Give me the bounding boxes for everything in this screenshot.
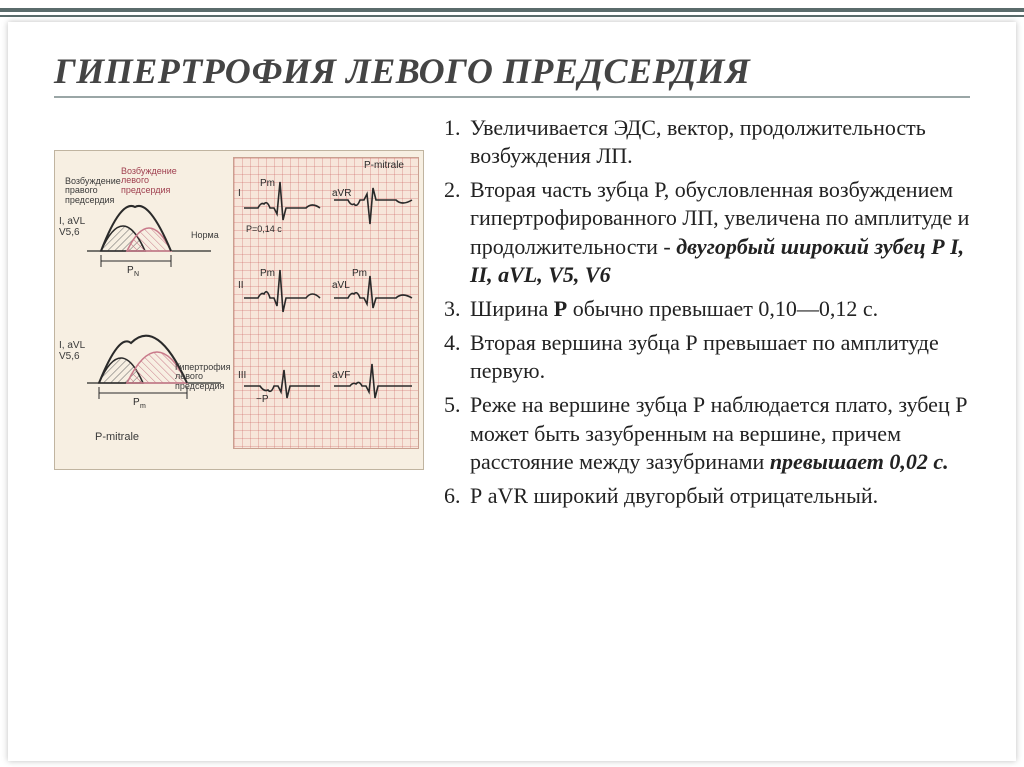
trace-avf xyxy=(334,356,416,416)
ecg-grid: P-mitrale I Pm P=0,14 c II Pm xyxy=(233,157,419,449)
trace-iii xyxy=(244,356,324,416)
list-item: 6. Р aVR широкий двугорбый отрицательный… xyxy=(444,482,970,510)
svg-text:P: P xyxy=(133,397,140,408)
criteria-list: 1. Увеличивается ЭДС, вектор, продолжите… xyxy=(434,114,970,516)
lead-label-ii: II xyxy=(238,280,244,291)
item-number: 4. xyxy=(444,329,470,385)
p-wave-figure: Возбуждение правого предсердия Возбужден… xyxy=(54,150,424,470)
item-number: 6. xyxy=(444,482,470,510)
list-item: 2. Вторая часть зубца Р, обусловленная в… xyxy=(444,176,970,289)
slide-body: ГИПЕРТРОФИЯ ЛЕВОГО ПРЕДСЕРДИЯ Возбуждени… xyxy=(8,22,1016,761)
normal-p-curve: P N xyxy=(87,165,223,285)
item-text: Р aVR широкий двугорбый отрицательный. xyxy=(470,482,970,510)
content-row: Возбуждение правого предсердия Возбужден… xyxy=(54,114,970,516)
item-text: Реже на вершине зубца Р наблюдается плат… xyxy=(470,391,970,475)
list-item: 3. Ширина Р обычно превышает 0,10—0,12 с… xyxy=(444,295,970,323)
hypertrophy-p-curve: P m xyxy=(87,293,237,423)
list-item: 5. Реже на вершине зубца Р наблюдается п… xyxy=(444,391,970,475)
trace-avl xyxy=(334,266,416,326)
item-number: 5. xyxy=(444,391,470,475)
item-text: Вторая вершина зубца Р превышает по ампл… xyxy=(470,329,970,385)
item-text: Увеличивается ЭДС, вектор, продолжительн… xyxy=(470,114,970,170)
lead-label-i: I xyxy=(238,188,241,199)
item-text: Вторая часть зубца Р, обусловленная возб… xyxy=(470,176,970,289)
label-norma: Норма xyxy=(191,231,219,240)
slide-top-border xyxy=(0,0,1024,22)
title-underline xyxy=(54,96,970,98)
item-number: 2. xyxy=(444,176,470,289)
axis-label-top: I, aVL V5,6 xyxy=(59,217,85,238)
item-number: 1. xyxy=(444,114,470,170)
pn-label: P xyxy=(127,265,134,276)
ecg-caption: P-mitrale xyxy=(364,160,404,171)
item-number: 3. xyxy=(444,295,470,323)
trace-ii xyxy=(244,266,324,326)
list-item: 4. Вторая вершина зубца Р превышает по а… xyxy=(444,329,970,385)
label-hypertrophy: Гипертрофия левого предсердия xyxy=(175,363,231,391)
pm-mark-2: Pm xyxy=(260,268,275,279)
item-text: Ширина Р обычно превышает 0,10—0,12 с. xyxy=(470,295,970,323)
slide-title: ГИПЕРТРОФИЯ ЛЕВОГО ПРЕДСЕРДИЯ xyxy=(54,50,970,92)
pm-mark-1: Pm xyxy=(260,178,275,189)
trace-avr xyxy=(334,176,416,236)
p-mitrale-caption: P-mitrale xyxy=(95,431,139,443)
svg-text:m: m xyxy=(140,403,146,410)
list-item: 1. Увеличивается ЭДС, вектор, продолжите… xyxy=(444,114,970,170)
neg-p-mark: −P xyxy=(256,394,269,405)
figure-column: Возбуждение правого предсердия Возбужден… xyxy=(54,114,434,516)
p-duration: P=0,14 c xyxy=(246,224,282,234)
pm-mark-avl: Pm xyxy=(352,268,367,279)
axis-label-bottom: I, aVL V5,6 xyxy=(59,341,85,362)
svg-text:N: N xyxy=(134,271,139,278)
